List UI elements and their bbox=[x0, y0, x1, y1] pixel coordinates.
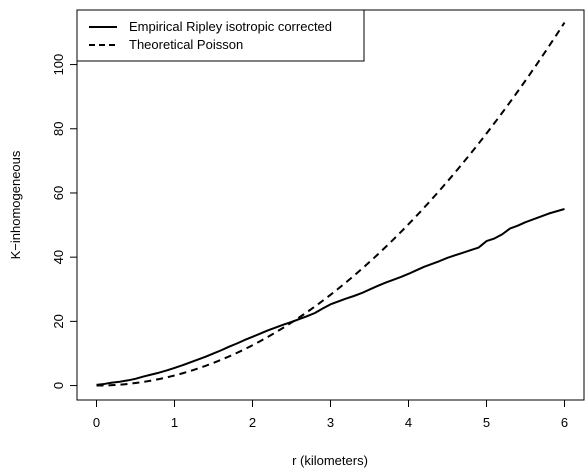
y-tick-label: 20 bbox=[51, 314, 66, 328]
x-tick-label: 3 bbox=[327, 415, 334, 430]
y-tick-label: 60 bbox=[51, 186, 66, 200]
y-tick-label: 100 bbox=[51, 54, 66, 76]
y-tick-label: 80 bbox=[51, 122, 66, 136]
x-tick-label: 2 bbox=[249, 415, 256, 430]
legend: Empirical Ripley isotropic corrected The… bbox=[76, 9, 365, 62]
x-tick-label: 0 bbox=[93, 415, 100, 430]
plot-area-frame bbox=[76, 9, 585, 401]
y-tick-label: 0 bbox=[51, 382, 66, 389]
y-axis-title: K−inhomogeneous bbox=[8, 150, 23, 259]
legend-label-theoretical: Theoretical Poisson bbox=[129, 37, 243, 52]
y-axis: 0 20 40 60 80 100 bbox=[51, 54, 77, 389]
series-line-theoretical bbox=[96, 21, 566, 387]
legend-box bbox=[76, 9, 365, 62]
x-tick-label: 6 bbox=[561, 415, 568, 430]
y-tick-label: 40 bbox=[51, 250, 66, 264]
legend-label-empirical: Empirical Ripley isotropic corrected bbox=[129, 19, 332, 34]
x-axis: 0 1 2 3 4 5 6 bbox=[93, 400, 568, 430]
x-tick-label: 1 bbox=[171, 415, 178, 430]
series-layer bbox=[96, 21, 566, 387]
x-axis-title: r (kilometers) bbox=[292, 453, 368, 468]
x-tick-label: 4 bbox=[405, 415, 412, 430]
x-tick-label: 5 bbox=[483, 415, 490, 430]
series-line-empirical bbox=[96, 208, 565, 386]
